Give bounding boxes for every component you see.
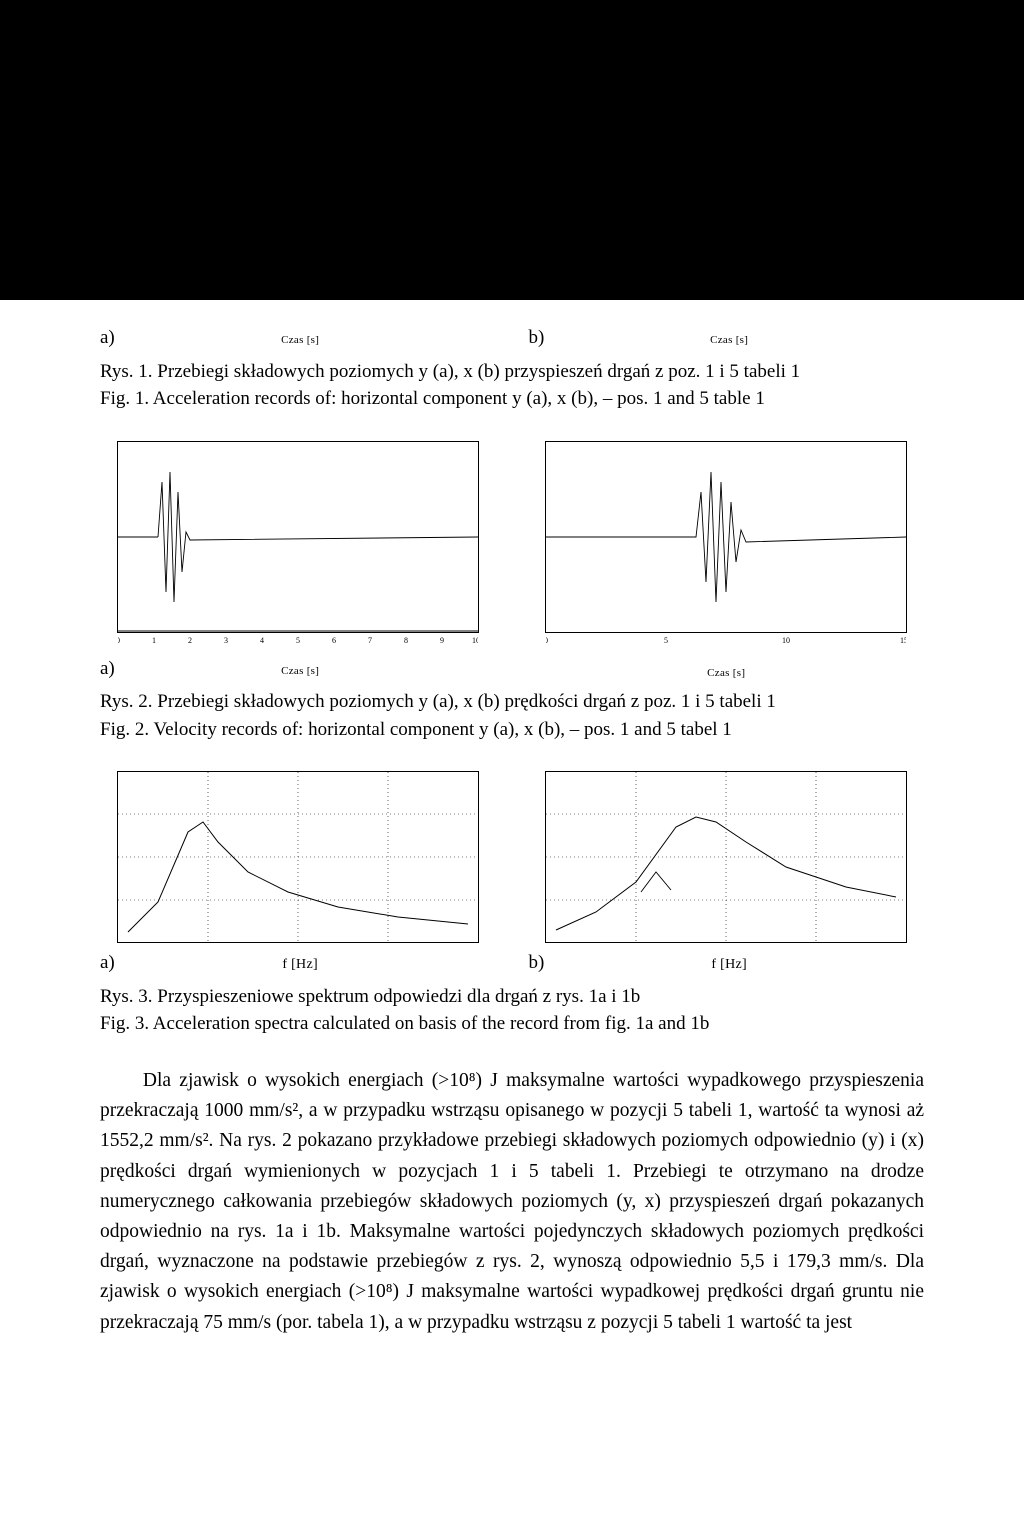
- svg-text:1: 1: [152, 636, 156, 645]
- fig3-plot-b: [545, 771, 907, 943]
- fig1-caption-pl: Rys. 1. Przebiegi składowych poziomych y…: [100, 358, 924, 386]
- fig3-plot-a: [117, 771, 479, 943]
- fig2-left-letter: a): [100, 655, 115, 683]
- svg-text:0: 0: [118, 636, 120, 645]
- fig3-label-row: a) f [Hz] b) f [Hz]: [100, 949, 924, 977]
- svg-text:3: 3: [224, 636, 228, 645]
- fig1-left-axis: Czas [s]: [281, 333, 319, 349]
- fig3-left-axis: f [Hz]: [282, 955, 318, 975]
- fig2-b-ticks: 0 5 10 15: [546, 633, 906, 647]
- fig3-right-letter: b): [528, 949, 544, 977]
- fig1-left-letter: a): [100, 324, 115, 352]
- fig2-plot-b: [545, 441, 907, 633]
- fig1-right-axis: Czas [s]: [710, 333, 748, 349]
- svg-text:10: 10: [782, 636, 790, 645]
- fig3-right-axis: f [Hz]: [711, 955, 747, 975]
- fig2-caption: Rys. 2. Przebiegi składowych poziomych y…: [100, 688, 924, 743]
- fig2-plot-a: [117, 441, 479, 633]
- fig2-caption-pl: Rys. 2. Przebiegi składowych poziomych y…: [100, 688, 924, 716]
- fig2-a-ticks: 0 1 2 3 4 5 6 7 8 9 10: [118, 633, 478, 647]
- fig3-caption-pl: Rys. 3. Przyspieszeniowe spektrum odpowi…: [100, 983, 924, 1011]
- fig2-right-axis: Czas [s]: [707, 666, 745, 682]
- fig2-plots: 0 1 2 3 4 5 6 7 8 9 10 0 5 10 15: [100, 441, 924, 647]
- svg-text:6: 6: [332, 636, 336, 645]
- fig1-caption: Rys. 1. Przebiegi składowych poziomych y…: [100, 358, 924, 413]
- svg-text:15: 15: [900, 636, 906, 645]
- svg-text:4: 4: [260, 636, 264, 645]
- svg-text:9: 9: [440, 636, 444, 645]
- redacted-header-block: [0, 0, 1024, 300]
- fig3-caption-en: Fig. 3. Acceleration spectra calculated …: [100, 1010, 924, 1038]
- fig3-plots: [100, 771, 924, 943]
- fig3-left-letter: a): [100, 949, 115, 977]
- fig1-caption-en: Fig. 1. Acceleration records of: horizon…: [100, 385, 924, 413]
- fig2-left-axis: Czas [s]: [281, 664, 319, 680]
- fig2-label-row: a) Czas [s] Czas [s]: [100, 655, 924, 683]
- fig1-right-letter: b): [528, 324, 544, 352]
- fig1-label-row: a) Czas [s] b) Czas [s]: [100, 324, 924, 352]
- svg-text:2: 2: [188, 636, 192, 645]
- page-content: a) Czas [s] b) Czas [s] Rys. 1. Przebieg…: [0, 300, 1024, 1378]
- fig3-caption: Rys. 3. Przyspieszeniowe spektrum odpowi…: [100, 983, 924, 1038]
- fig2-caption-en: Fig. 2. Velocity records of: horizontal …: [100, 716, 924, 744]
- svg-text:8: 8: [404, 636, 408, 645]
- body-paragraph: Dla zjawisk o wysokich energiach (>10⁸) …: [100, 1066, 924, 1338]
- svg-text:0: 0: [546, 636, 548, 645]
- svg-text:10: 10: [472, 636, 478, 645]
- svg-text:5: 5: [296, 636, 300, 645]
- svg-text:5: 5: [664, 636, 668, 645]
- svg-text:7: 7: [368, 636, 372, 645]
